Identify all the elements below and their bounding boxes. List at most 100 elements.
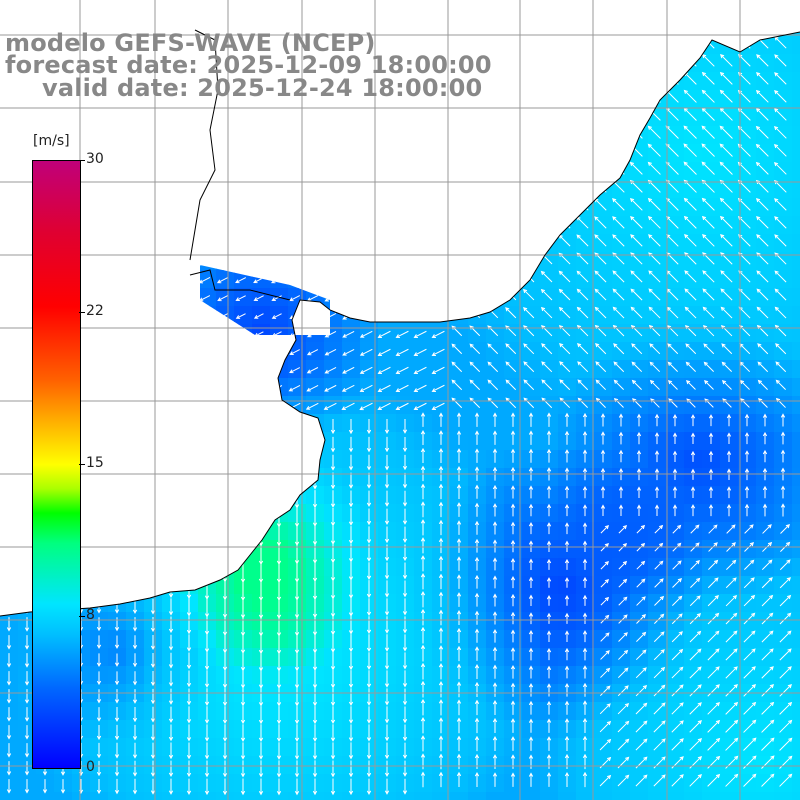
wind-cell: [630, 32, 649, 37]
wind-arrow: [17, 366, 31, 374]
wind-cell: [234, 360, 253, 379]
wind-arrow: [540, 36, 553, 49]
wind-cell: [792, 558, 800, 577]
wind-cell: [144, 540, 163, 559]
wind-cell: [234, 504, 253, 523]
wind-arrow: [690, 577, 701, 588]
wind-cell: [540, 216, 559, 235]
wind-arrow: [270, 259, 283, 266]
wind-arrow: [125, 204, 139, 212]
wind-arrow: [24, 761, 30, 776]
wind-arrow: [294, 706, 300, 725]
wind-arrow: [162, 294, 175, 302]
wind-arrow: [180, 384, 193, 392]
wind-arrow: [654, 450, 660, 463]
wind-cell: [378, 126, 397, 145]
wind-arrow: [330, 778, 336, 796]
wind-cell: [792, 54, 800, 73]
wind-cell: [792, 720, 800, 739]
wind-arrow: [271, 313, 282, 319]
wind-arrow: [24, 779, 30, 794]
wind-arrow: [564, 485, 570, 499]
wind-arrow: [35, 114, 49, 122]
wind-cell: [144, 162, 163, 181]
wind-cell: [540, 54, 559, 73]
wind-cell: [342, 216, 361, 235]
wind-arrow: [654, 524, 664, 534]
wind-arrow: [204, 436, 210, 453]
wind-cell: [414, 270, 433, 289]
wind-arrow: [576, 162, 589, 175]
wind-arrow: [222, 525, 228, 546]
wind-arrow: [251, 150, 265, 158]
wind-cell: [108, 504, 127, 523]
wind-cell: [198, 216, 217, 235]
wind-arrow: [456, 520, 462, 535]
wind-arrow: [359, 258, 373, 266]
wind-arrow: [546, 485, 552, 499]
wind-arrow: [186, 436, 192, 453]
wind-cell: [144, 342, 163, 361]
wind-arrow: [276, 706, 282, 725]
wind-arrow: [671, 684, 684, 697]
wind-arrow: [577, 379, 589, 391]
wind-arrow: [564, 700, 570, 715]
wind-cell: [414, 162, 433, 181]
wind-arrow: [649, 379, 660, 390]
wind-arrow: [510, 557, 516, 571]
wind-cell: [0, 378, 19, 397]
wind-cell: [216, 324, 235, 343]
wind-arrow: [179, 402, 193, 410]
wind-arrow: [6, 491, 12, 506]
wind-arrow: [685, 1, 696, 12]
wind-arrow: [168, 562, 174, 581]
wind-arrow: [780, 449, 786, 463]
wind-arrow: [384, 472, 390, 489]
wind-arrow: [737, 215, 751, 229]
wind-arrow: [671, 702, 684, 715]
wind-cell: [792, 432, 800, 451]
wind-arrow: [222, 454, 228, 472]
wind-arrow: [431, 186, 445, 195]
wind-arrow: [762, 485, 768, 499]
wind-arrow: [305, 168, 319, 176]
wind-arrow: [684, 288, 697, 301]
wind-arrow: [240, 419, 246, 434]
wind-arrow: [707, 773, 721, 787]
wind-cell: [558, 54, 577, 73]
wind-arrow: [294, 688, 300, 707]
wind-arrow: [89, 186, 103, 194]
country-border: [189, 29, 291, 301]
wind-cell: [162, 540, 181, 559]
wind-arrow: [378, 25, 390, 31]
wind-cell: [486, 792, 505, 800]
wind-cell: [378, 216, 397, 235]
wind-arrow: [595, 379, 607, 391]
wind-arrow: [564, 753, 570, 770]
wind-arrow: [240, 454, 246, 472]
wind-arrow: [719, 161, 733, 175]
wind-arrow: [540, 108, 553, 121]
wind-arrow: [324, 384, 337, 392]
wind-cell: [234, 144, 253, 163]
wind-arrow: [6, 689, 12, 704]
wind-arrow: [24, 743, 30, 758]
wind-arrow: [469, 235, 481, 247]
wind-arrow: [599, 703, 611, 715]
wind-arrow: [528, 594, 534, 606]
wind-arrow: [360, 7, 372, 13]
wind-arrow: [204, 472, 210, 490]
wind-arrow: [690, 560, 700, 570]
wind-arrow: [150, 760, 156, 777]
wind-cell: [576, 144, 595, 163]
wind-arrow: [683, 161, 697, 175]
wind-arrow: [186, 778, 192, 795]
wind-arrow: [125, 312, 139, 320]
wind-cell: [144, 576, 163, 595]
wind-arrow: [150, 706, 156, 723]
wind-arrow: [775, 361, 787, 373]
wind-cell: [144, 486, 163, 505]
wind-arrow: [186, 706, 192, 724]
wind-arrow: [215, 114, 229, 122]
wind-cell: [270, 270, 289, 289]
